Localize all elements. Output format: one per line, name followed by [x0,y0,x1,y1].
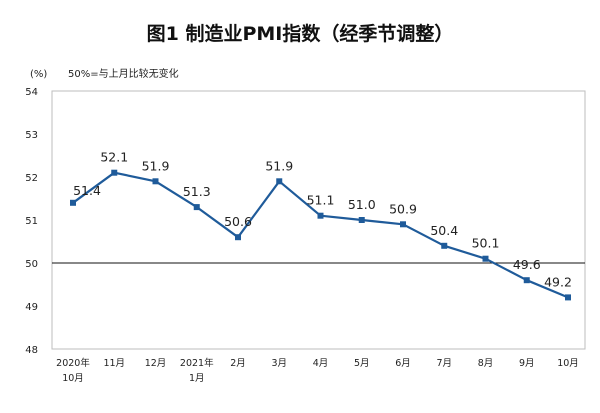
data-label: 50.9 [389,201,417,216]
x-tick-label: 12月 [145,358,167,369]
x-tick-label: 2月 [230,358,246,369]
x-tick-label: 3月 [271,358,287,369]
x-tick-label: 11月 [103,358,125,369]
y-tick-label: 53 [25,130,38,141]
data-point [193,204,200,211]
data-label: 51.3 [183,184,211,199]
data-point [111,169,118,176]
data-point [70,199,76,206]
data-label: 49.2 [544,274,572,289]
y-unit-label: (%) [30,69,47,80]
y-tick-label: 49 [25,302,38,313]
data-label: 50.6 [224,214,252,229]
data-label: 51.1 [307,193,335,208]
y-tick-label: 54 [25,87,38,98]
data-label: 51.4 [73,183,101,198]
x-tick-label: 6月 [395,358,411,369]
data-point [358,217,365,223]
data-point [400,221,406,228]
data-labels: 51.4 52.1 51.9 51.3 50.6 51.9 51.1 51.0 50.9 50.4… [73,150,572,290]
x-tick-label: 4月 [313,358,329,369]
data-label: 51.9 [265,158,293,173]
data-points [70,169,571,301]
x-tick-label: 9月 [519,358,535,369]
data-label: 50.4 [430,223,458,238]
data-point [276,178,283,185]
data-point [152,178,159,185]
data-label: 50.1 [472,236,500,251]
x-tick-label: 8月 [478,358,494,369]
chart-note: 50%=与上月比较无变化 [68,67,179,80]
data-point [317,212,324,219]
y-tick-label: 51 [25,216,38,227]
data-label: 51.9 [142,158,170,173]
x-tick-label: 7月 [436,358,452,369]
y-tick-label: 48 [25,345,38,356]
y-tick-label: 50 [25,259,38,270]
data-point [235,234,241,241]
x-tick-label: 10月 [62,373,84,384]
x-tick-label: 10月 [557,358,579,369]
data-label: 51.0 [348,197,376,212]
x-axis: 2020年 10月 11月 12月 2021年 1月 2月 3月 4月 5月 6月 7月 8月 9月 10月 [56,357,579,384]
chart-title: 图1 制造业PMI指数（经季节调整） [147,22,454,45]
y-axis: 48 49 50 51 52 53 54 [25,87,38,356]
plot-frame [51,90,586,350]
data-point [441,242,448,249]
x-tick-label: 1月 [189,373,205,384]
data-label: 49.6 [513,257,541,272]
data-point [482,255,489,262]
data-point [565,294,571,301]
x-tick-label: 5月 [354,358,370,369]
y-tick-label: 52 [25,173,38,184]
x-tick-label: 2021年 [180,357,214,369]
x-tick-label: 2020年 [56,357,90,369]
data-label: 52.1 [100,150,128,165]
data-point [523,277,530,284]
